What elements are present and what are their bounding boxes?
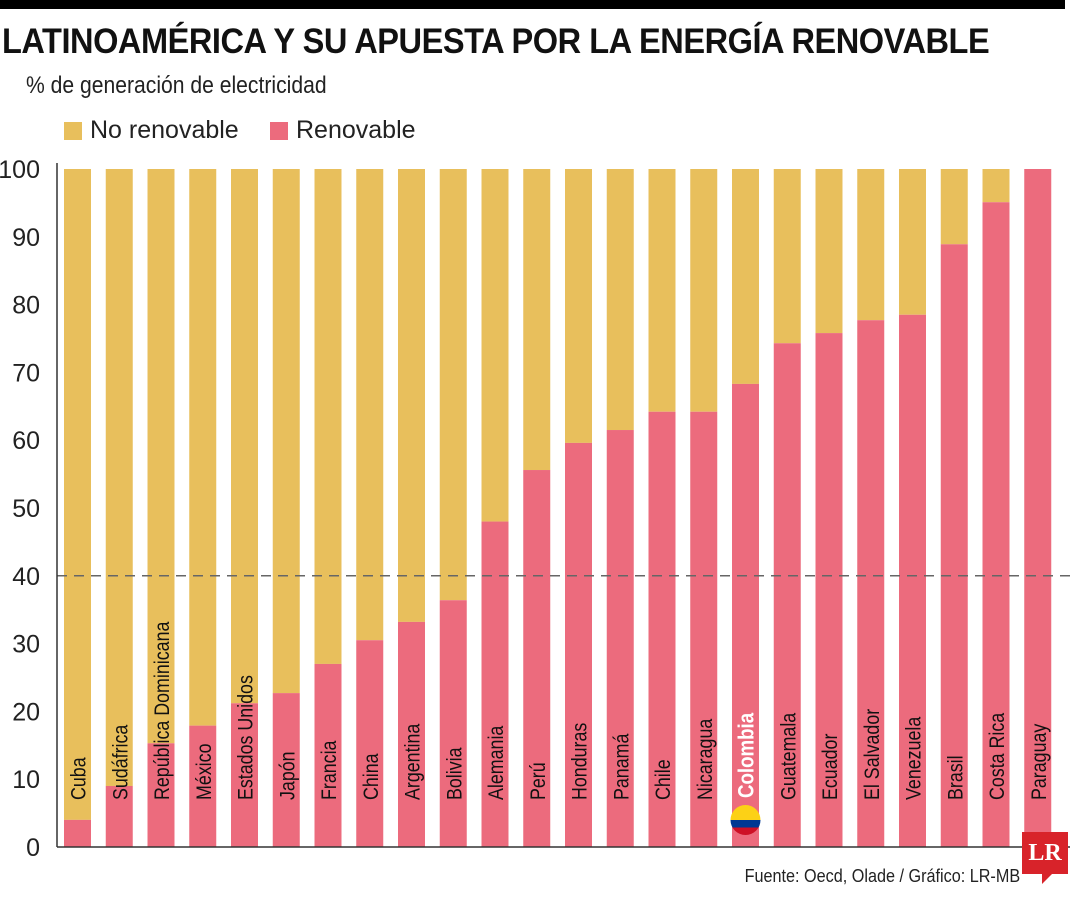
category-label: Cuba [67, 757, 91, 800]
category-label: Alemania [485, 726, 509, 800]
bar-renovable [773, 343, 801, 847]
bar-renovable [105, 785, 133, 847]
bar-no-renovable [64, 169, 91, 820]
legend-item-no-renovable: No renovable [64, 116, 239, 145]
category-label: Sudáfrica [109, 725, 133, 800]
flag-stripe [730, 827, 761, 835]
category-label: Colombia [735, 712, 759, 798]
y-tick-label: 40 [12, 563, 40, 591]
category-label: México [192, 743, 216, 800]
bar-renovable [982, 202, 1010, 848]
legend-swatch [270, 121, 288, 140]
bar-no-renovable [773, 169, 801, 344]
bar-no-renovable [899, 169, 926, 315]
bar-no-renovable [398, 169, 425, 622]
category-label: Guatemala [777, 713, 801, 800]
chart-title: LATINOAMÉRICA Y SU APUESTA POR LA ENERGÍ… [2, 22, 990, 61]
category-label: China [359, 753, 383, 800]
bar-no-renovable [690, 169, 718, 412]
colombia-flag-icon [730, 805, 761, 835]
bar-no-renovable [982, 169, 1010, 203]
bar-no-renovable [606, 169, 634, 431]
legend-swatch [64, 121, 82, 140]
bar-no-renovable [272, 169, 300, 694]
legend-label: No renovable [90, 116, 239, 144]
category-label: Estados Unidos [234, 675, 258, 800]
category-label: Nicaragua [693, 719, 717, 800]
bar-renovable [940, 244, 968, 847]
bar-renovable [857, 320, 885, 848]
y-tick-label: 100 [0, 156, 40, 184]
category-label: Costa Rica [986, 713, 1010, 800]
bar-no-renovable [314, 169, 342, 664]
category-label: Perú [526, 762, 550, 800]
bar-no-renovable [815, 169, 843, 334]
bar-renovable [815, 333, 843, 847]
bar-renovable [690, 411, 718, 847]
category-label: Francia [318, 740, 342, 800]
bar-renovable [231, 703, 258, 847]
y-tick-label: 60 [12, 427, 40, 455]
bar-renovable [523, 470, 551, 847]
bar-renovable [439, 600, 467, 847]
y-tick-label: 90 [12, 224, 40, 252]
bar-no-renovable [439, 169, 467, 601]
bar-no-renovable [565, 169, 592, 443]
legend-label: Renovable [296, 116, 416, 144]
bar-renovable [1024, 169, 1052, 847]
bar-no-renovable [481, 169, 509, 522]
source-note: Fuente: Oecd, Olade / Gráfico: LR-MB [744, 866, 1020, 886]
top-bar [0, 0, 1065, 9]
bar-renovable [565, 442, 592, 847]
bar-no-renovable [189, 169, 217, 726]
category-label: Paraguay [1027, 723, 1051, 800]
y-tick-label: 80 [12, 292, 40, 320]
bar-renovable [606, 430, 634, 847]
bar-renovable [899, 314, 926, 847]
category-label: Panamá [610, 733, 634, 800]
bar-renovable [398, 621, 425, 847]
y-tick-label: 10 [12, 766, 40, 794]
flag-stripe [730, 805, 761, 820]
bar-no-renovable [356, 169, 384, 641]
bar-renovable [189, 725, 217, 847]
category-label: Bolivia [443, 747, 467, 800]
category-label: República Dominicana [151, 621, 175, 800]
y-tick-label: 50 [12, 495, 40, 523]
category-label: Venezuela [902, 717, 926, 800]
category-label: El Salvador [860, 708, 884, 800]
category-label: Japón [276, 751, 300, 800]
y-tick-label: 0 [26, 834, 40, 862]
y-tick-label: 20 [12, 698, 40, 726]
lr-logo-tail [1042, 874, 1052, 884]
lr-logo: LR [1022, 832, 1068, 874]
bar-no-renovable [523, 169, 551, 471]
category-label: Brasil [944, 755, 968, 800]
bar-renovable [272, 693, 300, 847]
bar-no-renovable [940, 169, 968, 245]
bar-no-renovable [105, 169, 133, 786]
bar-renovable [648, 411, 676, 847]
bar-no-renovable [147, 169, 175, 744]
bar-no-renovable [648, 169, 676, 412]
flag-stripe [730, 820, 761, 828]
category-label: Argentina [401, 724, 425, 800]
bar-renovable [732, 383, 759, 847]
bar-renovable [314, 663, 342, 847]
bar-renovable [356, 640, 384, 847]
chart-subtitle: % de generación de electricidad [26, 72, 327, 99]
bar-no-renovable [231, 169, 258, 704]
bar-no-renovable [732, 169, 759, 384]
bar-renovable [147, 743, 175, 847]
legend-item-renovable: Renovable [270, 116, 416, 145]
y-tick-label: 30 [12, 631, 40, 659]
y-tick-label: 70 [12, 359, 40, 387]
category-label: Ecuador [819, 733, 843, 800]
category-label: Honduras [568, 722, 592, 800]
bar-renovable [64, 819, 91, 847]
category-label: Chile [652, 759, 676, 800]
bar-no-renovable [857, 169, 885, 321]
